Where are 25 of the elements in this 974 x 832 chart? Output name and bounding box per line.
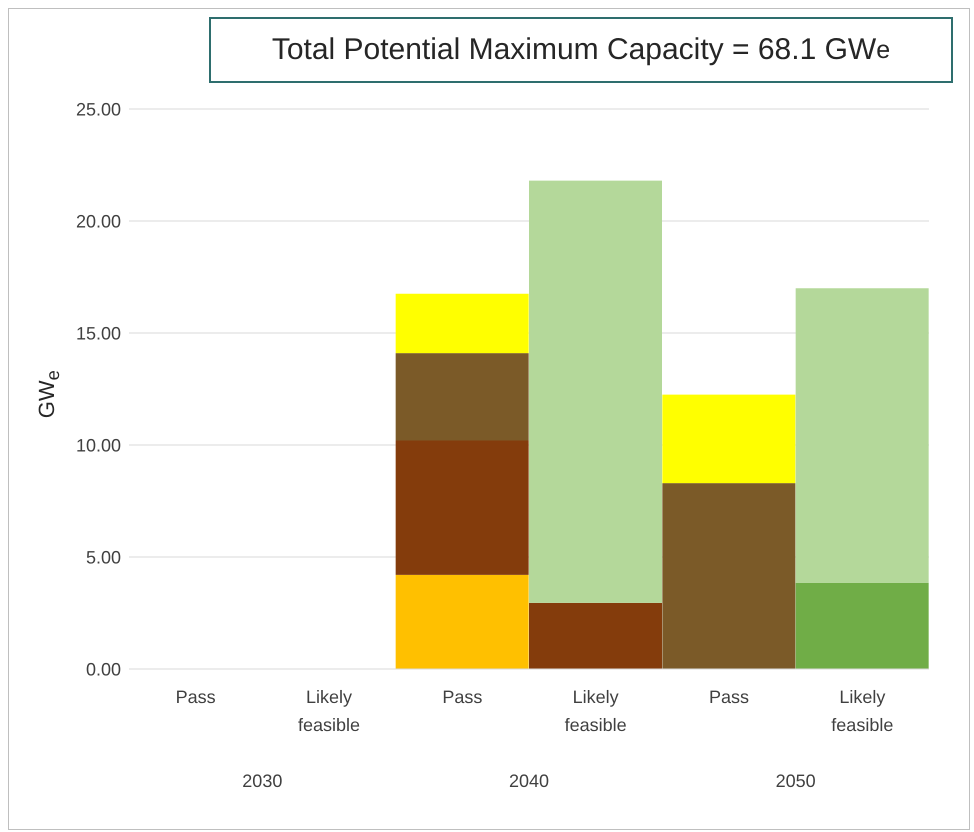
x-tick-label: Pass <box>708 687 750 707</box>
y-tick-label: 15.00 <box>76 323 121 344</box>
bar <box>796 288 929 583</box>
bar <box>396 574 529 669</box>
bar <box>662 394 796 484</box>
bar <box>396 353 529 441</box>
y-tick-label: 25.00 <box>76 99 121 120</box>
x-tick-label: Likely feasible <box>298 687 360 735</box>
bar <box>662 483 796 669</box>
bar <box>396 294 529 354</box>
y-tick-label: 20.00 <box>76 211 121 232</box>
text: 2030 <box>242 771 282 791</box>
x-tick-label: Pass <box>442 687 482 707</box>
bar <box>796 582 929 669</box>
text: 2040 <box>508 771 550 791</box>
x-tick-label: Likely feasible <box>831 687 894 735</box>
bar <box>396 440 529 575</box>
bar <box>529 602 662 669</box>
x-tick-label: Pass <box>176 687 216 707</box>
text: 2050 <box>776 771 816 791</box>
bar <box>529 180 662 603</box>
y-tick-label: 0.00 <box>86 659 121 680</box>
y-tick-label: 5.00 <box>86 547 121 568</box>
y-tick-label: 10.00 <box>76 435 121 456</box>
x-tick-label: Likely feasible <box>564 687 627 735</box>
